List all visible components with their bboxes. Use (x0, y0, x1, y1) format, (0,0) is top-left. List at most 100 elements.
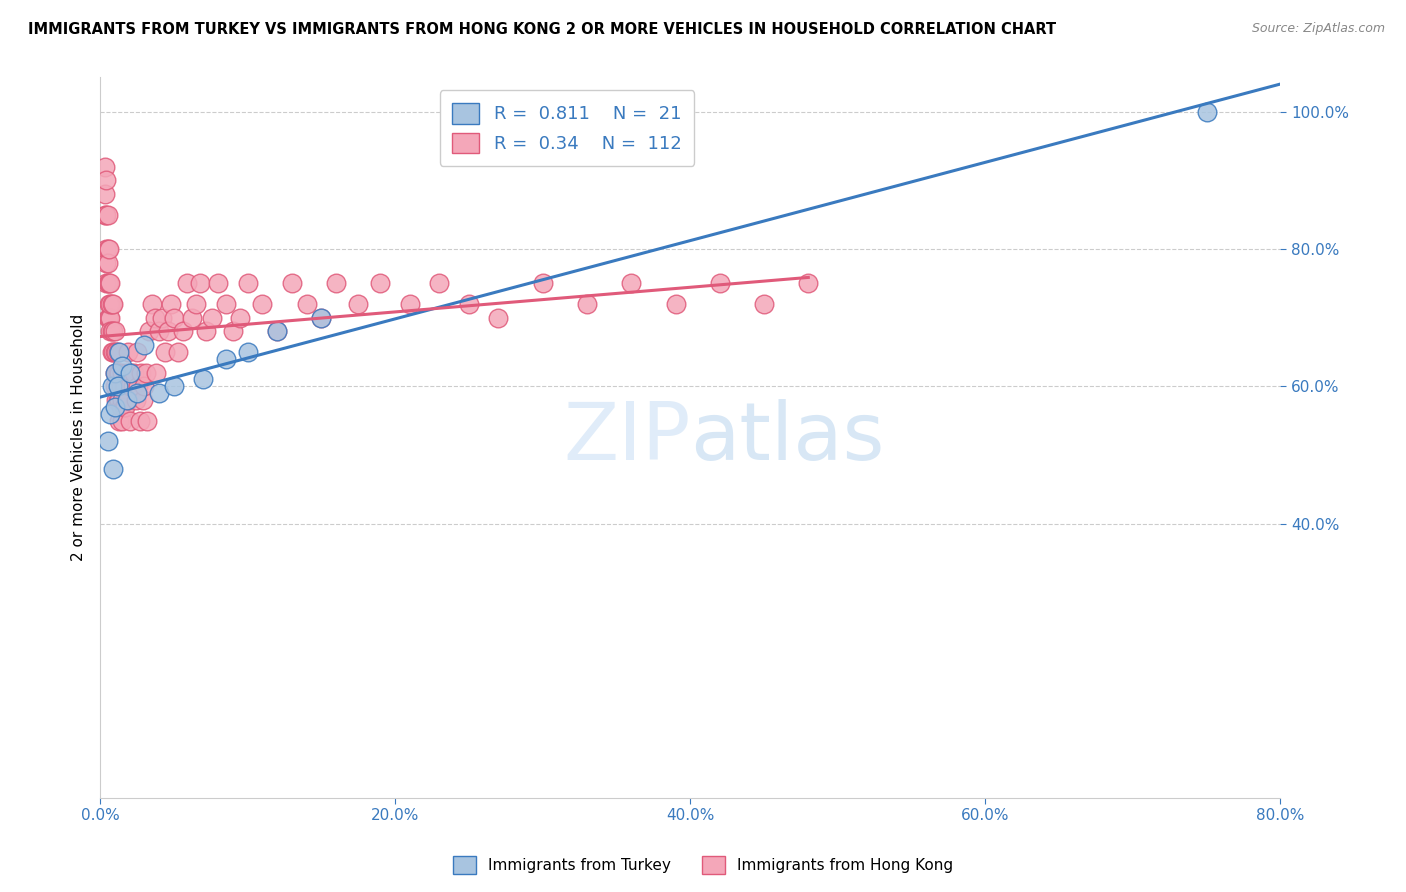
Point (236, 345, 259, 359)
Legend: R =  0.811    N =  21, R =  0.34    N =  112: R = 0.811 N = 21, R = 0.34 N = 112 (440, 90, 695, 166)
Point (399, 297, 422, 311)
Point (195, 324, 218, 338)
Point (100, 324, 122, 338)
Point (104, 379, 127, 393)
Point (132, 392, 155, 407)
Point (148, 386, 170, 401)
Point (105, 392, 128, 407)
Point (117, 345, 139, 359)
Point (193, 372, 215, 386)
Point (96, 242, 118, 256)
Point (94, 277, 117, 291)
Point (145, 366, 167, 380)
Point (797, 277, 820, 291)
Point (118, 414, 141, 428)
Point (236, 277, 259, 291)
Point (105, 366, 128, 380)
Point (103, 297, 125, 311)
Point (110, 400, 132, 414)
Point (111, 359, 134, 373)
Point (125, 345, 148, 359)
Point (117, 392, 139, 407)
Point (131, 366, 153, 380)
Point (94, 256, 117, 270)
Point (96, 434, 118, 449)
Point (281, 277, 304, 291)
Point (112, 379, 135, 393)
Point (125, 386, 148, 401)
Point (266, 324, 288, 338)
Point (96, 256, 118, 270)
Point (121, 379, 143, 393)
Point (115, 366, 138, 380)
Point (311, 310, 333, 325)
Point (93, 187, 115, 202)
Point (98, 310, 121, 325)
Point (488, 310, 510, 325)
Point (160, 297, 183, 311)
Point (101, 297, 124, 311)
Point (347, 297, 370, 311)
Point (163, 310, 186, 325)
Point (143, 310, 166, 325)
Point (709, 277, 731, 291)
Point (184, 297, 207, 311)
Point (134, 338, 156, 352)
Point (101, 324, 124, 338)
Point (98, 242, 121, 256)
Point (311, 310, 333, 325)
Point (229, 310, 252, 325)
Point (101, 379, 124, 393)
Point (103, 345, 125, 359)
Point (94, 242, 117, 256)
Point (134, 379, 156, 393)
Point (96, 277, 118, 291)
Point (136, 414, 159, 428)
Point (105, 345, 128, 359)
Point (98, 277, 121, 291)
Point (118, 379, 141, 393)
Point (153, 345, 176, 359)
Point (103, 461, 125, 475)
Point (98, 297, 121, 311)
Point (112, 400, 135, 414)
Point (135, 366, 157, 380)
Point (138, 324, 160, 338)
Point (110, 379, 132, 393)
Text: IMMIGRANTS FROM TURKEY VS IMMIGRANTS FROM HONG KONG 2 OR MORE VEHICLES IN HOUSEH: IMMIGRANTS FROM TURKEY VS IMMIGRANTS FRO… (28, 22, 1056, 37)
Text: Source: ZipAtlas.com: Source: ZipAtlas.com (1251, 22, 1385, 36)
Point (108, 392, 131, 407)
Point (129, 414, 152, 428)
Point (214, 297, 236, 311)
Point (111, 392, 134, 407)
Point (458, 297, 481, 311)
Point (107, 392, 129, 407)
Point (150, 310, 173, 325)
Text: ZIP: ZIP (562, 399, 690, 476)
Point (100, 407, 122, 421)
Point (100, 297, 122, 311)
Point (120, 366, 142, 380)
Point (180, 310, 202, 325)
Point (127, 379, 149, 393)
Point (1195, 104, 1218, 119)
Point (108, 366, 131, 380)
Point (664, 297, 686, 311)
Point (115, 392, 138, 407)
Point (104, 324, 127, 338)
Point (252, 297, 274, 311)
Point (107, 345, 129, 359)
Legend: Immigrants from Turkey, Immigrants from Hong Kong: Immigrants from Turkey, Immigrants from … (447, 850, 959, 880)
Point (108, 345, 131, 359)
Point (620, 277, 643, 291)
Point (370, 277, 392, 291)
Point (103, 324, 125, 338)
Point (93, 160, 115, 174)
Point (107, 366, 129, 380)
Point (104, 366, 127, 380)
Point (118, 366, 141, 380)
Point (266, 324, 288, 338)
Point (114, 400, 136, 414)
Point (94, 208, 117, 222)
Point (104, 345, 127, 359)
